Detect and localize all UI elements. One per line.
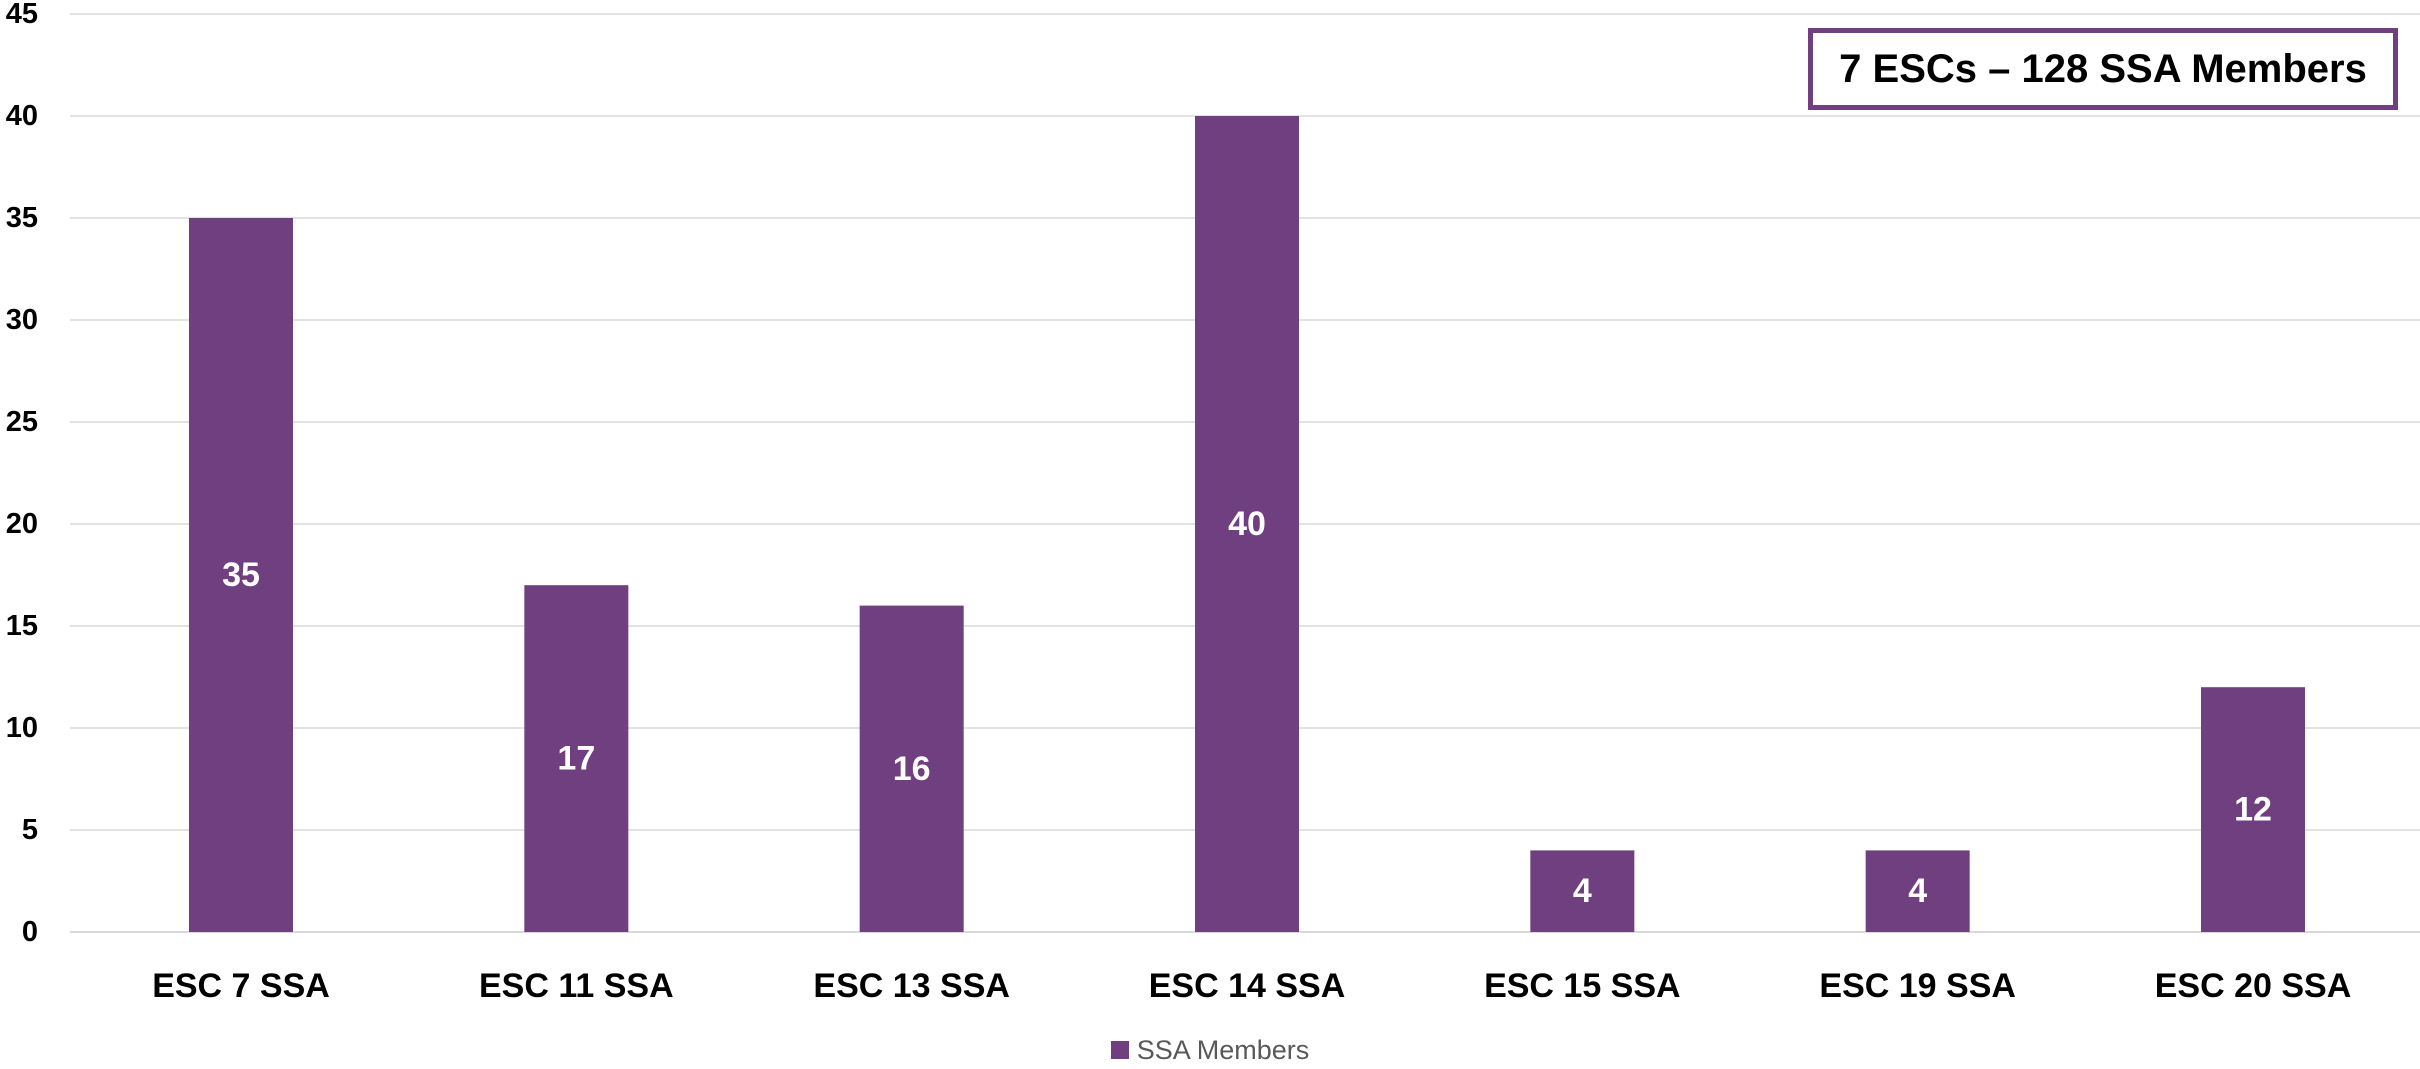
bar xyxy=(1865,850,1970,932)
y-tick-label: 0 xyxy=(22,916,38,948)
bar-data-label: 17 xyxy=(557,740,595,778)
y-tick-label: 45 xyxy=(6,0,38,30)
x-category-label: ESC 20 SSA xyxy=(2155,967,2352,1005)
y-axis-ticks: 0 5 10 15 20 25 30 35 40 45 xyxy=(6,0,38,948)
y-tick-label: 25 xyxy=(6,406,38,438)
x-axis-ticks: ESC 7 SSA ESC 11 SSA ESC 13 SSA ESC 14 SSA E… xyxy=(152,967,2351,1005)
bar xyxy=(2201,687,2305,932)
bars xyxy=(189,116,2305,932)
y-tick-label: 40 xyxy=(6,100,38,132)
x-category-label: ESC 15 SSA xyxy=(1484,967,1681,1005)
y-tick-label: 20 xyxy=(6,508,38,540)
bar-data-label: 12 xyxy=(2234,791,2272,829)
y-tick-label: 30 xyxy=(6,304,38,336)
bar xyxy=(1530,850,1635,932)
legend: SSA Members xyxy=(0,1035,2420,1065)
y-tick-label: 15 xyxy=(6,610,38,642)
data-labels: 35 17 16 40 4 4 12 xyxy=(222,505,2272,910)
x-category-label: ESC 13 SSA xyxy=(813,967,1010,1005)
summary-annotation-box: 7 ESCs – 128 SSA Members xyxy=(1808,28,2398,110)
x-category-label: ESC 19 SSA xyxy=(1819,967,2016,1005)
x-category-label: ESC 14 SSA xyxy=(1149,967,1346,1005)
bar-data-label: 4 xyxy=(1573,872,1592,910)
summary-annotation-text: 7 ESCs – 128 SSA Members xyxy=(1839,46,2367,91)
bar-data-label: 40 xyxy=(1228,505,1266,543)
bar-data-label: 16 xyxy=(893,750,931,788)
bar-data-label: 4 xyxy=(1908,872,1927,910)
y-tick-label: 10 xyxy=(6,712,38,744)
bar xyxy=(524,585,629,932)
legend-swatch xyxy=(1110,1041,1129,1059)
y-tick-label: 5 xyxy=(22,814,38,846)
x-category-label: ESC 7 SSA xyxy=(152,967,330,1005)
bar xyxy=(1195,116,1299,932)
bar-data-label: 35 xyxy=(222,556,260,594)
x-category-label: ESC 11 SSA xyxy=(479,967,674,1005)
legend-label: SSA Members xyxy=(1136,1034,1310,1065)
bar xyxy=(189,218,293,932)
bar xyxy=(859,605,964,932)
y-tick-label: 35 xyxy=(6,202,38,234)
